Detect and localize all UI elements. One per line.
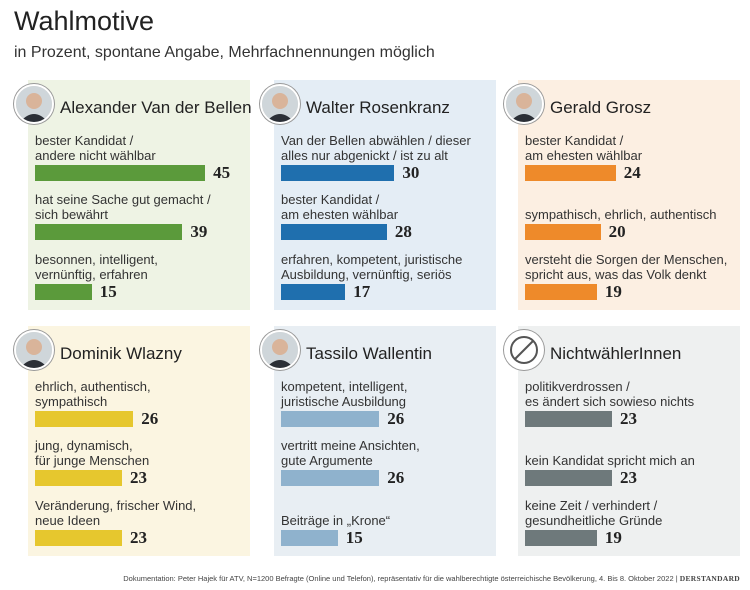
bar bbox=[35, 224, 183, 240]
category-label: jung, dynamisch, für junge Menschen bbox=[35, 438, 150, 468]
panel: Alexander Van der Bellen bester Kandidat … bbox=[14, 80, 252, 310]
value-label: 26 bbox=[141, 409, 159, 428]
category-label: versteht die Sorgen der Menschen, sprich… bbox=[525, 252, 728, 282]
avatar bbox=[504, 84, 544, 124]
icon bbox=[510, 336, 538, 364]
panel-title: Tassilo Wallentin bbox=[306, 344, 432, 363]
value-label: 26 bbox=[387, 468, 405, 487]
bar bbox=[281, 411, 380, 427]
bar bbox=[35, 411, 134, 427]
bar bbox=[35, 165, 206, 181]
brand: DERSTANDARD bbox=[679, 574, 740, 583]
value-label: 15 bbox=[99, 282, 117, 301]
category-label: besonnen, intelligent, vernünftig, erfah… bbox=[35, 252, 158, 282]
value-label: 19 bbox=[604, 282, 622, 301]
bar bbox=[525, 470, 612, 486]
subtitle: in Prozent, spontane Angabe, Mehrfachnen… bbox=[14, 44, 435, 61]
bar bbox=[525, 284, 597, 300]
category-label: erfahren, kompetent, juristische Ausbild… bbox=[281, 252, 463, 282]
source: Dokumentation: Peter Hajek für ATV, N=12… bbox=[123, 574, 674, 583]
avatar bbox=[260, 84, 300, 124]
portrait bbox=[506, 86, 542, 122]
value-label: 30 bbox=[402, 163, 420, 182]
value-label: 19 bbox=[604, 528, 622, 547]
portrait bbox=[16, 86, 52, 122]
bar bbox=[35, 530, 122, 546]
category-label: kein Kandidat spricht mich an bbox=[525, 453, 695, 468]
category-label: sympathisch, ehrlich, authentisch bbox=[525, 207, 717, 222]
portrait bbox=[262, 332, 298, 368]
avatar bbox=[14, 84, 54, 124]
footer: Dokumentation: Peter Hajek für ATV, N=12… bbox=[123, 574, 740, 583]
category-label: kompetent, intelligent, juristische Ausb… bbox=[281, 379, 408, 409]
bar bbox=[525, 165, 616, 181]
value-label: 23 bbox=[619, 409, 637, 428]
bar bbox=[525, 224, 601, 240]
avatar bbox=[14, 330, 54, 370]
value-label: 45 bbox=[213, 163, 231, 182]
value-label: 17 bbox=[353, 282, 371, 301]
panel-title: Alexander Van der Bellen bbox=[60, 98, 252, 117]
value-label: 26 bbox=[387, 409, 405, 428]
bar bbox=[35, 284, 92, 300]
panel: Tassilo Wallentin kompetent, intelligent,… bbox=[260, 326, 496, 556]
bar bbox=[525, 411, 612, 427]
value-label: 23 bbox=[129, 528, 147, 547]
avatar bbox=[260, 330, 300, 370]
category-label: hat seine Sache gut gemacht / sich bewäh… bbox=[35, 192, 211, 222]
panel-title: Dominik Wlazny bbox=[60, 344, 182, 363]
bar bbox=[281, 165, 395, 181]
category-label: politikverdrossen / es ändert sich sowie… bbox=[525, 379, 695, 409]
bar bbox=[281, 284, 346, 300]
panel: Walter Rosenkranz Van der Bellen abwählen… bbox=[260, 80, 496, 310]
category-label: bester Kandidat / andere nicht wählbar bbox=[35, 133, 156, 163]
bar bbox=[35, 470, 122, 486]
category-label: bester Kandidat / am ehesten wählbar bbox=[281, 192, 399, 222]
panel: NichtwählerInnen politikverdrossen / es ä… bbox=[504, 326, 740, 556]
value-label: 39 bbox=[190, 222, 208, 241]
panel: Dominik Wlazny ehrlich, authentisch, symp… bbox=[14, 326, 250, 556]
title: Wahlmotive bbox=[14, 6, 155, 36]
category-label: Veränderung, frischer Wind, neue Ideen bbox=[35, 498, 197, 528]
value-label: 28 bbox=[394, 222, 412, 241]
value-label: 23 bbox=[129, 468, 147, 487]
category-label: keine Zeit / verhindert / gesundheitlich… bbox=[525, 498, 663, 528]
avatar bbox=[504, 330, 544, 370]
value-label: 20 bbox=[608, 222, 626, 241]
category-label: bester Kandidat / am ehesten wählbar bbox=[525, 133, 643, 163]
panel-title: NichtwählerInnen bbox=[550, 344, 682, 363]
panel-title: Gerald Grosz bbox=[550, 98, 652, 117]
value-label: 24 bbox=[623, 163, 641, 182]
panel-title: Walter Rosenkranz bbox=[306, 98, 450, 117]
category-label: Beiträge in „Krone“ bbox=[281, 513, 391, 528]
category-label: vertritt meine Ansichten, gute Argumente bbox=[281, 438, 420, 468]
bar bbox=[525, 530, 597, 546]
bar bbox=[281, 470, 380, 486]
panel: Gerald Grosz bester Kandidat / am ehesten… bbox=[504, 80, 740, 310]
bar bbox=[281, 530, 338, 546]
portrait bbox=[262, 86, 298, 122]
category-label: ehrlich, authentisch, sympathisch bbox=[35, 379, 151, 409]
bar bbox=[281, 224, 387, 240]
portrait bbox=[16, 332, 52, 368]
value-label: 15 bbox=[345, 528, 363, 547]
value-label: 23 bbox=[619, 468, 637, 487]
category-label: Van der Bellen abwählen / dieser alles n… bbox=[281, 133, 471, 163]
